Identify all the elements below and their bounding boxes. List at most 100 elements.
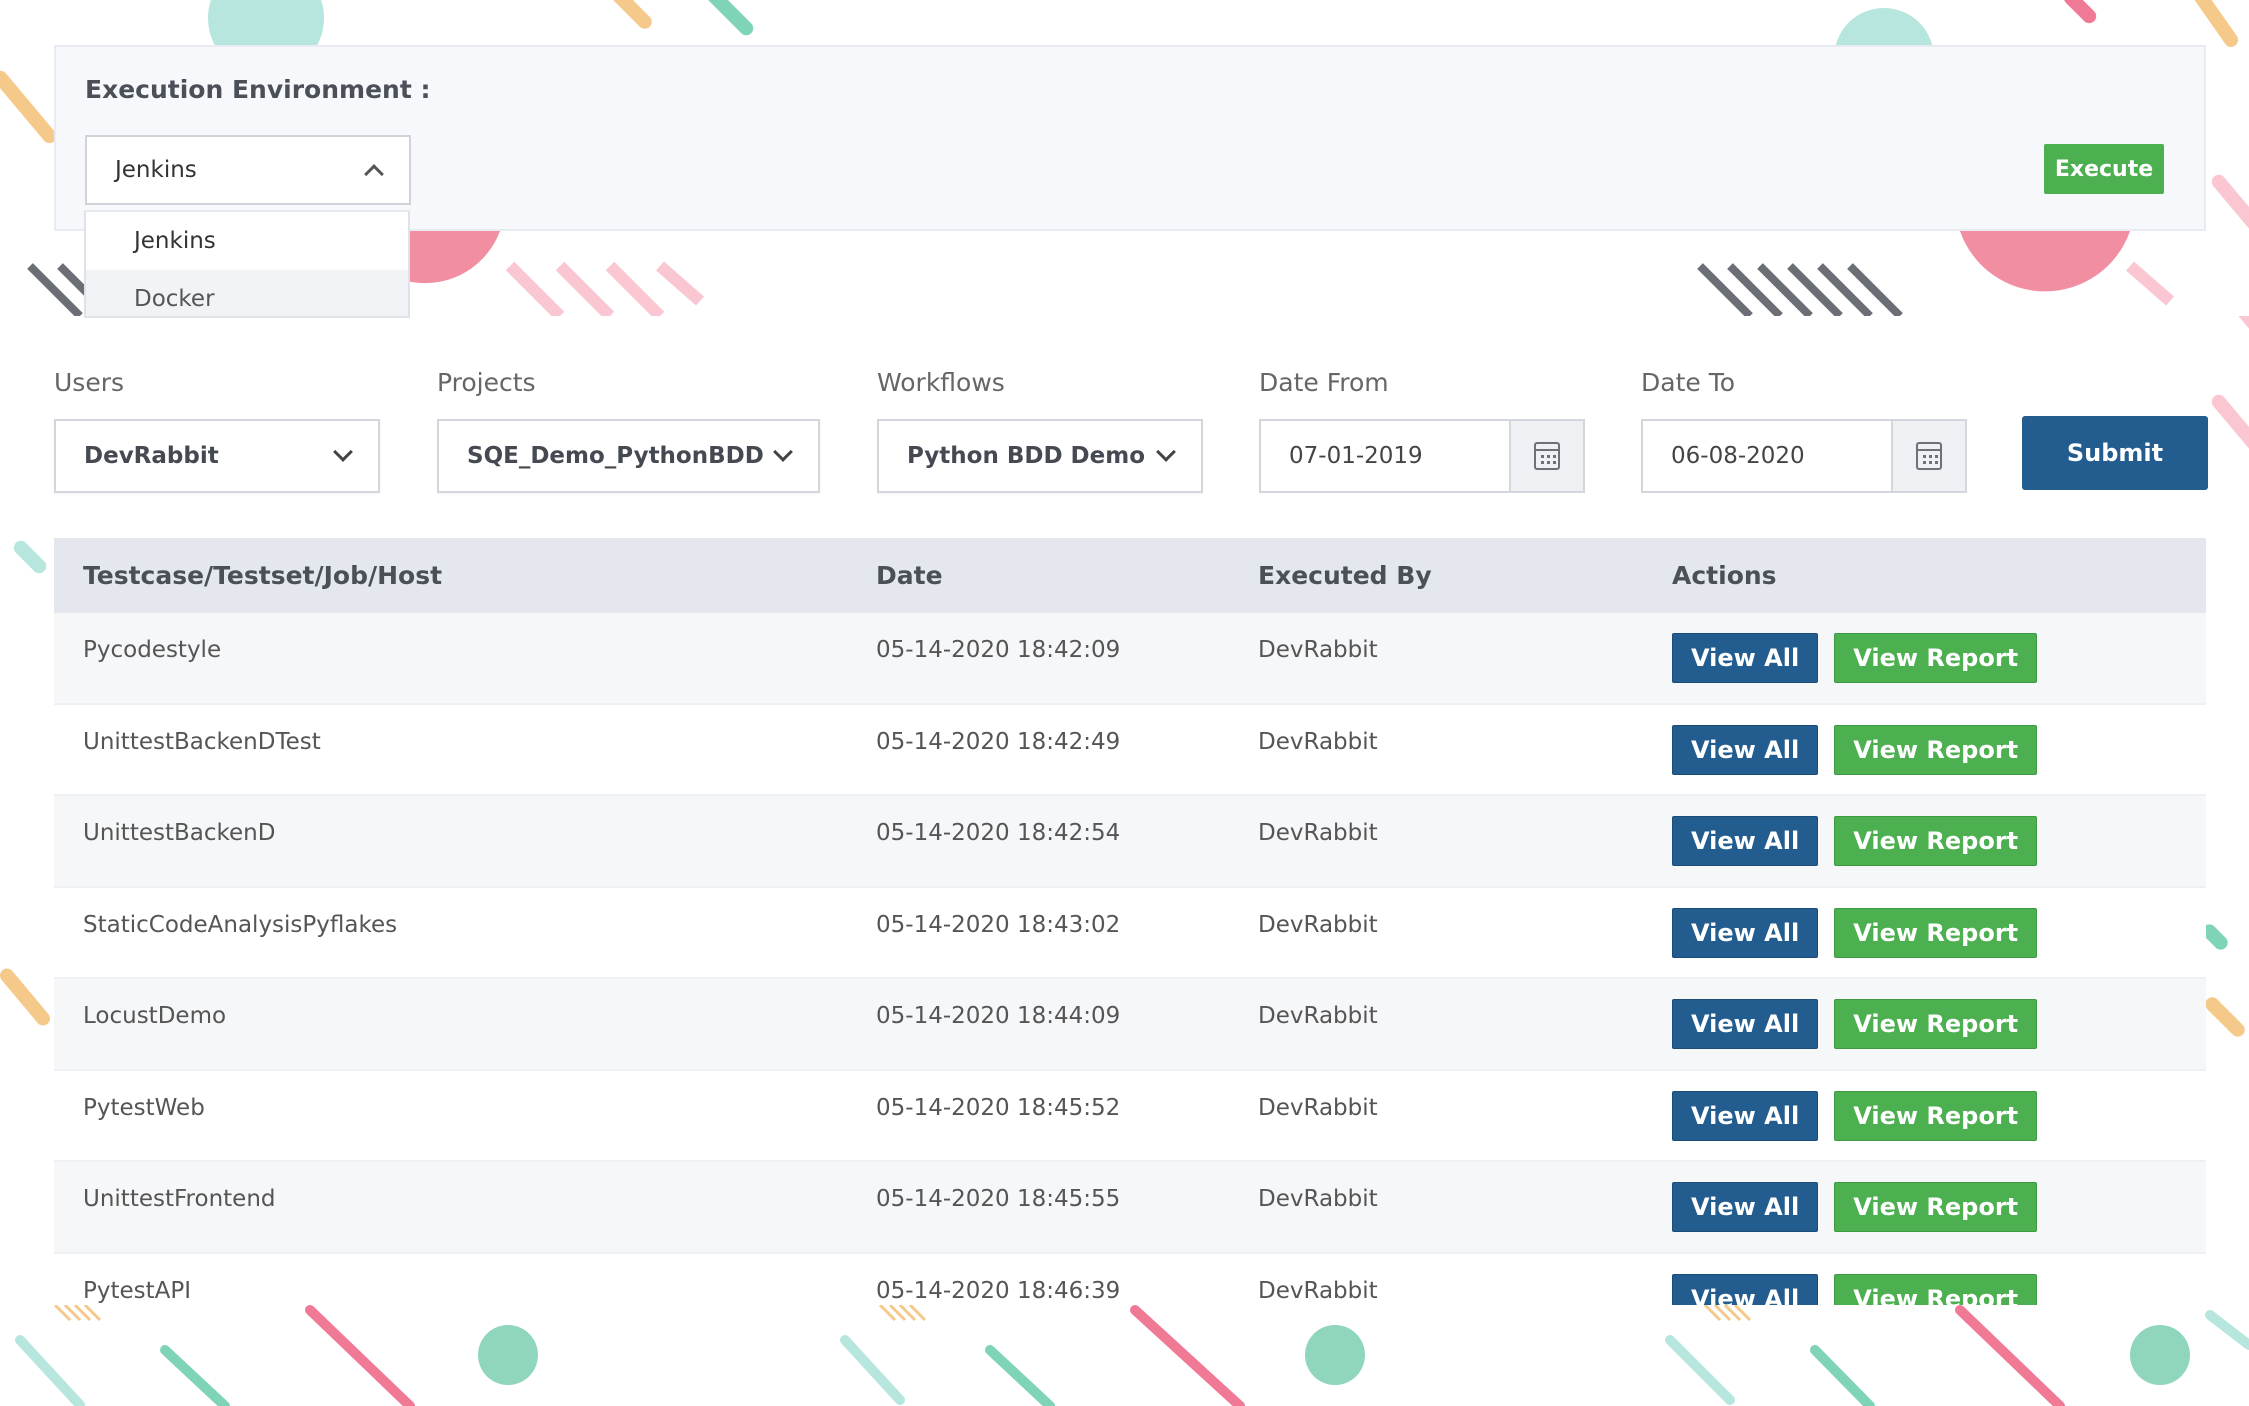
bottom-decoration — [0, 1305, 2249, 1406]
submit-button[interactable]: Submit — [2022, 416, 2208, 490]
date-to-value: 06-08-2020 — [1671, 443, 1805, 469]
execution-environment-label: Execution Environment : — [85, 75, 431, 104]
view-all-button[interactable]: View All — [1672, 1273, 1819, 1310]
row-name: StaticCodeAnalysisPyflakes — [83, 911, 398, 938]
executions-table: Testcase/Testset/Job/Host Date Executed … — [54, 538, 2206, 1310]
date-from-calendar-button[interactable] — [1509, 421, 1583, 491]
row-date: 05-14-2020 18:46:39 — [876, 1277, 1121, 1304]
row-name: UnittestFrontend — [83, 1186, 276, 1212]
row-executed-by: DevRabbit — [1258, 637, 1378, 663]
users-select[interactable]: DevRabbit — [54, 419, 380, 493]
table-row: LocustDemo 05-14-2020 18:44:09 DevRabbit… — [54, 979, 2206, 1071]
execution-environment-panel: Execution Environment : Jenkins Execute — [54, 45, 2206, 231]
env-option-jenkins[interactable]: Jenkins — [134, 228, 216, 254]
date-from-filter: Date From 07-01-2019 — [1259, 368, 1585, 493]
row-name: PytestWeb — [83, 1094, 205, 1121]
row-date: 05-14-2020 18:42:49 — [876, 728, 1121, 755]
row-actions: View All View Report — [1672, 1162, 2206, 1232]
projects-filter: Projects SQE_Demo_PythonBDD — [437, 368, 820, 493]
view-report-button[interactable]: View Report — [1834, 907, 2038, 958]
view-report-button[interactable]: View Report — [1834, 1182, 2038, 1232]
row-executed-by: DevRabbit — [1258, 1277, 1378, 1304]
row-date: 05-14-2020 18:45:52 — [876, 1094, 1121, 1121]
users-filter: Users DevRabbit — [54, 368, 380, 493]
row-name: UnittestBackenD — [83, 820, 276, 846]
row-date: 05-14-2020 18:44:09 — [876, 1003, 1121, 1029]
date-from-value: 07-01-2019 — [1289, 443, 1423, 469]
execution-environment-dropdown: Jenkins Docker — [84, 210, 410, 318]
row-name: UnittestBackenDTest — [83, 728, 321, 755]
row-executed-by: DevRabbit — [1258, 1186, 1378, 1212]
row-executed-by: DevRabbit — [1258, 1003, 1378, 1029]
date-to-calendar-button[interactable] — [1891, 421, 1965, 491]
row-date: 05-14-2020 18:45:55 — [876, 1186, 1121, 1212]
view-all-button[interactable]: View All — [1672, 633, 1819, 683]
row-date: 05-14-2020 18:43:02 — [876, 911, 1121, 938]
row-executed-by: DevRabbit — [1258, 728, 1378, 755]
row-actions: View All View Report — [1672, 888, 2206, 958]
row-date: 05-14-2020 18:42:54 — [876, 820, 1121, 846]
projects-value: SQE_Demo_PythonBDD — [467, 443, 764, 469]
row-actions: View All View Report — [1672, 1071, 2206, 1141]
row-name: PytestAPI — [83, 1277, 192, 1304]
env-option-docker[interactable]: Docker — [86, 270, 408, 316]
view-report-button[interactable]: View Report — [1834, 816, 2038, 866]
row-actions: View All View Report — [1672, 1254, 2206, 1310]
calendar-icon — [1534, 442, 1560, 470]
view-all-button[interactable]: View All — [1672, 999, 1819, 1049]
row-actions: View All View Report — [1672, 613, 2206, 683]
bottom-decoration-shapes — [15, 1305, 2249, 1406]
row-date: 05-14-2020 18:42:09 — [876, 637, 1121, 663]
chevron-down-icon — [1156, 442, 1176, 462]
view-all-button[interactable]: View All — [1672, 907, 1819, 958]
workflows-value: Python BDD Demo — [907, 443, 1146, 469]
table-row: PytestWeb 05-14-2020 18:45:52 DevRabbit … — [54, 1070, 2206, 1162]
table-row: UnittestBackenDTest 05-14-2020 18:42:49 … — [54, 704, 2206, 796]
execution-environment-value: Jenkins — [115, 157, 197, 183]
chevron-down-icon — [773, 442, 793, 462]
view-report-button[interactable]: View Report — [1834, 1090, 2038, 1141]
projects-select[interactable]: SQE_Demo_PythonBDD — [437, 419, 820, 493]
chevron-down-icon — [333, 442, 353, 462]
table-body: Pycodestyle 05-14-2020 18:42:09 DevRabbi… — [54, 613, 2206, 1310]
date-from-field[interactable]: 07-01-2019 — [1259, 419, 1585, 493]
projects-label: Projects — [437, 368, 536, 397]
workflows-filter: Workflows Python BDD Demo — [877, 368, 1203, 493]
date-to-filter: Date To 06-08-2020 — [1641, 368, 1967, 493]
header-actions: Actions — [1672, 561, 1777, 590]
view-all-button[interactable]: View All — [1672, 1090, 1819, 1141]
header-executed-by: Executed By — [1258, 561, 1432, 590]
row-actions: View All View Report — [1672, 796, 2206, 866]
row-name: LocustDemo — [83, 1003, 227, 1029]
row-actions: View All View Report — [1672, 979, 2206, 1049]
row-executed-by: DevRabbit — [1258, 911, 1378, 938]
row-name: Pycodestyle — [83, 637, 222, 663]
date-to-label: Date To — [1641, 368, 1736, 397]
view-report-button[interactable]: View Report — [1834, 633, 2038, 683]
view-all-button[interactable]: View All — [1672, 1182, 1819, 1232]
view-all-button[interactable]: View All — [1672, 724, 1819, 775]
date-to-field[interactable]: 06-08-2020 — [1641, 419, 1967, 493]
chevron-up-icon — [364, 164, 384, 184]
header-testcase: Testcase/Testset/Job/Host — [83, 561, 443, 590]
header-date: Date — [876, 561, 943, 590]
view-all-button[interactable]: View All — [1672, 816, 1819, 866]
row-executed-by: DevRabbit — [1258, 1094, 1378, 1121]
view-report-button[interactable]: View Report — [1834, 999, 2038, 1049]
workflows-select[interactable]: Python BDD Demo — [877, 419, 1203, 493]
view-report-button[interactable]: View Report — [1834, 724, 2038, 775]
table-row: UnittestFrontend 05-14-2020 18:45:55 Dev… — [54, 1162, 2206, 1254]
table-row: PytestAPI 05-14-2020 18:46:39 DevRabbit … — [54, 1253, 2206, 1310]
date-from-label: Date From — [1259, 368, 1389, 397]
execution-environment-select[interactable]: Jenkins — [85, 135, 411, 205]
workflows-label: Workflows — [877, 368, 1005, 397]
row-actions: View All View Report — [1672, 705, 2206, 775]
table-row: Pycodestyle 05-14-2020 18:42:09 DevRabbi… — [54, 613, 2206, 705]
execute-button[interactable]: Execute — [2044, 144, 2164, 194]
table-row: UnittestBackenD 05-14-2020 18:42:54 DevR… — [54, 796, 2206, 888]
table-row: StaticCodeAnalysisPyflakes 05-14-2020 18… — [54, 887, 2206, 979]
users-label: Users — [54, 368, 125, 397]
calendar-icon — [1916, 442, 1942, 470]
table-header: Testcase/Testset/Job/Host Date Executed … — [54, 538, 2206, 613]
users-value: DevRabbit — [84, 443, 219, 469]
